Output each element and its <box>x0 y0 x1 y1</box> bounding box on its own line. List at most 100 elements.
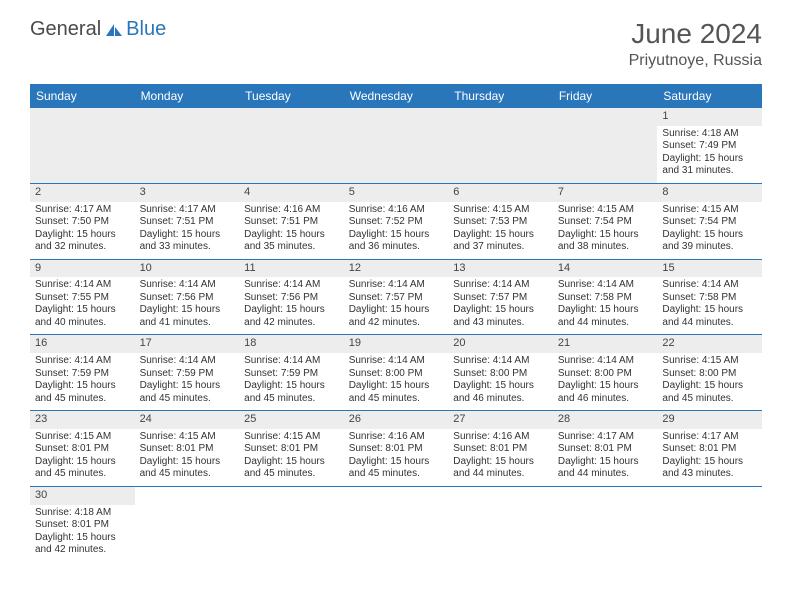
calendar-cell: 17Sunrise: 4:14 AMSunset: 7:59 PMDayligh… <box>135 335 240 411</box>
location-label: Priyutnoye, Russia <box>629 52 762 70</box>
calendar-cell: 30Sunrise: 4:18 AMSunset: 8:01 PMDayligh… <box>30 487 135 562</box>
cell-sunrise: Sunrise: 4:16 AM <box>349 204 444 217</box>
logo-text-blue: Blue <box>126 18 166 41</box>
cell-sunrise: Sunrise: 4:17 AM <box>662 431 757 444</box>
daynum-row: 4 <box>239 184 344 202</box>
cell-sunset: Sunset: 8:01 PM <box>558 443 653 456</box>
calendar-cell: 21Sunrise: 4:14 AMSunset: 8:00 PMDayligh… <box>553 335 658 411</box>
cell-daylight1: Daylight: 15 hours <box>35 456 130 469</box>
cell-daylight2: and 42 minutes. <box>349 317 444 330</box>
cell-sunrise: Sunrise: 4:14 AM <box>558 355 653 368</box>
cell-sunset: Sunset: 8:01 PM <box>349 443 444 456</box>
day-number: 20 <box>453 337 465 349</box>
cell-daylight1: Daylight: 15 hours <box>558 229 653 242</box>
calendar-cell: 26Sunrise: 4:16 AMSunset: 8:01 PMDayligh… <box>344 411 449 487</box>
calendar-cell: 16Sunrise: 4:14 AMSunset: 7:59 PMDayligh… <box>30 335 135 411</box>
cell-daylight2: and 45 minutes. <box>244 468 339 481</box>
cell-daylight2: and 36 minutes. <box>349 241 444 254</box>
cell-daylight2: and 42 minutes. <box>35 544 130 557</box>
cell-daylight1: Daylight: 15 hours <box>35 380 130 393</box>
daynum-row: 15 <box>657 260 762 278</box>
cell-daylight1: Daylight: 15 hours <box>558 380 653 393</box>
week-row: 23Sunrise: 4:15 AMSunset: 8:01 PMDayligh… <box>30 411 762 487</box>
cell-daylight2: and 31 minutes. <box>662 165 757 178</box>
cell-daylight1: Daylight: 15 hours <box>35 229 130 242</box>
cell-daylight2: and 45 minutes. <box>662 393 757 406</box>
cell-sunrise: Sunrise: 4:15 AM <box>662 204 757 217</box>
week-row: 16Sunrise: 4:14 AMSunset: 7:59 PMDayligh… <box>30 335 762 411</box>
daynum-row: 1 <box>657 108 762 126</box>
cell-sunrise: Sunrise: 4:14 AM <box>244 355 339 368</box>
cell-daylight1: Daylight: 15 hours <box>244 456 339 469</box>
cell-sunrise: Sunrise: 4:15 AM <box>453 204 548 217</box>
cell-sunrise: Sunrise: 4:14 AM <box>453 279 548 292</box>
cell-daylight2: and 39 minutes. <box>662 241 757 254</box>
calendar-cell: 25Sunrise: 4:15 AMSunset: 8:01 PMDayligh… <box>239 411 344 487</box>
week-row: 2Sunrise: 4:17 AMSunset: 7:50 PMDaylight… <box>30 184 762 260</box>
cell-sunrise: Sunrise: 4:14 AM <box>558 279 653 292</box>
cell-sunset: Sunset: 7:56 PM <box>140 292 235 305</box>
day-number: 7 <box>558 186 564 198</box>
calendar-cell: 28Sunrise: 4:17 AMSunset: 8:01 PMDayligh… <box>553 411 658 487</box>
cell-daylight1: Daylight: 15 hours <box>453 229 548 242</box>
day-number: 6 <box>453 186 459 198</box>
calendar-cell: 6Sunrise: 4:15 AMSunset: 7:53 PMDaylight… <box>448 184 553 260</box>
cell-sunset: Sunset: 8:01 PM <box>35 443 130 456</box>
cell-sunset: Sunset: 7:58 PM <box>558 292 653 305</box>
daynum-row: 28 <box>553 411 658 429</box>
cell-daylight1: Daylight: 15 hours <box>662 229 757 242</box>
daynum-row: 21 <box>553 335 658 353</box>
cell-daylight2: and 45 minutes. <box>140 468 235 481</box>
cell-daylight1: Daylight: 15 hours <box>140 380 235 393</box>
day-number: 18 <box>244 337 256 349</box>
cell-sunrise: Sunrise: 4:14 AM <box>244 279 339 292</box>
dayname-row: SundayMondayTuesdayWednesdayThursdayFrid… <box>30 84 762 108</box>
day-number: 23 <box>35 413 47 425</box>
calendar-cell: 23Sunrise: 4:15 AMSunset: 8:01 PMDayligh… <box>30 411 135 487</box>
day-number: 27 <box>453 413 465 425</box>
cell-sunset: Sunset: 7:55 PM <box>35 292 130 305</box>
dayname: Friday <box>553 84 658 108</box>
calendar-cell: 27Sunrise: 4:16 AMSunset: 8:01 PMDayligh… <box>448 411 553 487</box>
daynum-row: 18 <box>239 335 344 353</box>
calendar-cell-blank <box>239 487 344 562</box>
week-row: 9Sunrise: 4:14 AMSunset: 7:55 PMDaylight… <box>30 260 762 336</box>
calendar-cell: 12Sunrise: 4:14 AMSunset: 7:57 PMDayligh… <box>344 260 449 336</box>
calendar-cell: 5Sunrise: 4:16 AMSunset: 7:52 PMDaylight… <box>344 184 449 260</box>
cell-daylight2: and 43 minutes. <box>453 317 548 330</box>
daynum-row: 22 <box>657 335 762 353</box>
daynum-row: 23 <box>30 411 135 429</box>
daynum-row: 24 <box>135 411 240 429</box>
cell-daylight2: and 45 minutes. <box>35 393 130 406</box>
calendar-cell: 11Sunrise: 4:14 AMSunset: 7:56 PMDayligh… <box>239 260 344 336</box>
calendar: SundayMondayTuesdayWednesdayThursdayFrid… <box>30 84 762 562</box>
day-number: 11 <box>244 262 255 274</box>
daynum-row: 29 <box>657 411 762 429</box>
calendar-cell: 29Sunrise: 4:17 AMSunset: 8:01 PMDayligh… <box>657 411 762 487</box>
daynum-row: 12 <box>344 260 449 278</box>
cell-sunrise: Sunrise: 4:14 AM <box>349 279 444 292</box>
cell-daylight2: and 32 minutes. <box>35 241 130 254</box>
calendar-cell-blank <box>448 487 553 562</box>
cell-sunset: Sunset: 8:01 PM <box>244 443 339 456</box>
cell-sunrise: Sunrise: 4:14 AM <box>35 279 130 292</box>
calendar-cell: 13Sunrise: 4:14 AMSunset: 7:57 PMDayligh… <box>448 260 553 336</box>
day-number: 15 <box>662 262 674 274</box>
cell-daylight1: Daylight: 15 hours <box>558 304 653 317</box>
cell-daylight2: and 35 minutes. <box>244 241 339 254</box>
cell-daylight1: Daylight: 15 hours <box>35 304 130 317</box>
cell-sunset: Sunset: 7:49 PM <box>662 140 757 153</box>
cell-sunset: Sunset: 7:59 PM <box>35 368 130 381</box>
cell-sunrise: Sunrise: 4:14 AM <box>349 355 444 368</box>
daynum-row: 7 <box>553 184 658 202</box>
day-number: 2 <box>35 186 41 198</box>
cell-daylight1: Daylight: 15 hours <box>349 304 444 317</box>
cell-daylight1: Daylight: 15 hours <box>662 380 757 393</box>
cell-sunset: Sunset: 7:52 PM <box>349 216 444 229</box>
calendar-cell-blank <box>448 108 553 184</box>
calendar-cell: 20Sunrise: 4:14 AMSunset: 8:00 PMDayligh… <box>448 335 553 411</box>
cell-daylight2: and 44 minutes. <box>558 317 653 330</box>
cell-sunset: Sunset: 8:01 PM <box>140 443 235 456</box>
day-number: 28 <box>558 413 570 425</box>
cell-daylight1: Daylight: 15 hours <box>140 229 235 242</box>
